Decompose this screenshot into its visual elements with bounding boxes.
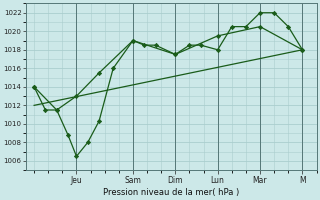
X-axis label: Pression niveau de la mer( hPa ): Pression niveau de la mer( hPa ) bbox=[103, 188, 239, 197]
